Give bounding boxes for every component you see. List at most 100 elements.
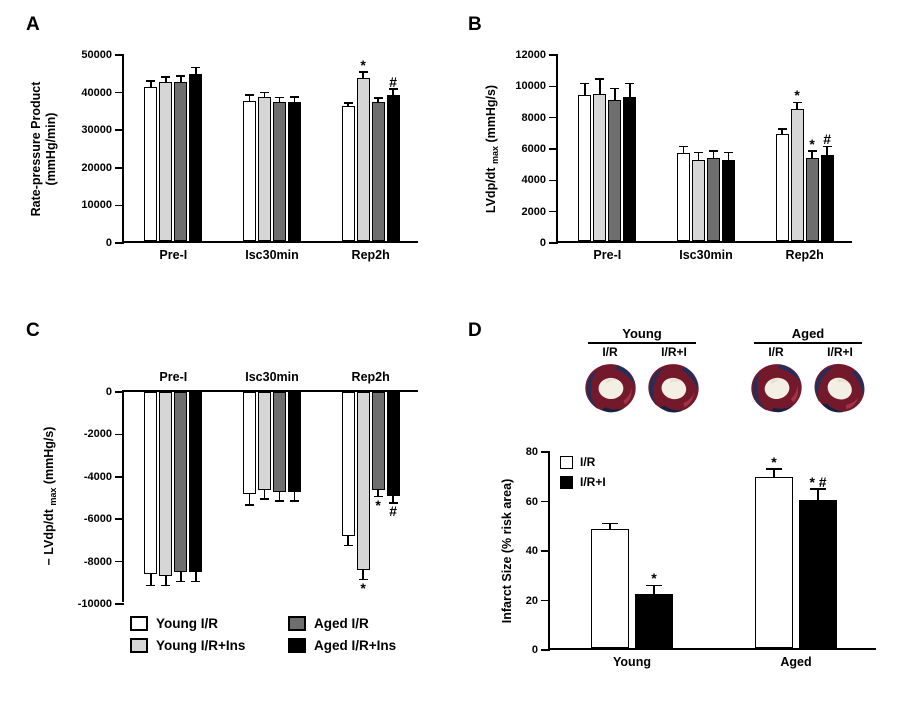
bar-aged-i-r bbox=[608, 100, 622, 241]
error-bar-cap bbox=[343, 544, 353, 547]
error-bar-line bbox=[584, 84, 586, 96]
y-tick-label: 10000 bbox=[515, 80, 546, 93]
x-category-label: Young bbox=[613, 655, 651, 669]
error-bar-cap bbox=[343, 102, 353, 104]
error-bar-line bbox=[180, 76, 182, 82]
bar-young-i-r-ins bbox=[593, 93, 607, 241]
error-bar-line bbox=[195, 572, 197, 581]
ylabel-subscript: max bbox=[48, 487, 58, 506]
y-tick bbox=[115, 391, 124, 393]
error-bar-line bbox=[293, 491, 296, 501]
y-tick bbox=[115, 603, 124, 605]
error-bar-line bbox=[195, 68, 197, 75]
y-tick bbox=[115, 518, 124, 520]
heart-cross-section-image bbox=[812, 362, 867, 414]
error-bar-cap bbox=[694, 151, 703, 154]
panel-a-letter: A bbox=[26, 14, 40, 35]
ylabel-text: (mmHg/s) bbox=[42, 426, 56, 488]
bar-young-i-r-ins bbox=[790, 109, 804, 241]
error-bar-line bbox=[278, 98, 281, 103]
y-tick-label: -6000 bbox=[83, 513, 112, 526]
panel-c-y-axis-label: − LVdp/dt max (mmHg/s) bbox=[42, 396, 58, 596]
error-bar-cap bbox=[245, 94, 254, 96]
y-tick-label: 80 bbox=[525, 446, 538, 458]
legend-swatch-ir-i bbox=[560, 475, 573, 489]
error-bar-cap bbox=[602, 522, 618, 525]
y-tick-label: -10000 bbox=[77, 598, 112, 610]
chart-negative-lvdp-dt-max: 0 -2000 -4000 -6000 -8000 -10000 Pre-I Isc30min… bbox=[78, 370, 418, 610]
legend-swatch-aged-ir-ins bbox=[288, 638, 306, 653]
error-bar-cap bbox=[679, 145, 688, 147]
bar-young-i-r bbox=[243, 392, 256, 494]
legend-item-young-ir-ins: Young I/R+Ins bbox=[130, 638, 288, 653]
x-category-label: Rep2h bbox=[351, 370, 390, 384]
bar-young-i-r bbox=[677, 153, 690, 241]
x-category-label: Rep2h bbox=[785, 248, 824, 262]
y-tick-label: 8000 bbox=[521, 111, 546, 124]
error-bar-cap bbox=[176, 75, 186, 77]
y-tick-label: 6000 bbox=[521, 143, 546, 155]
error-bar-cap bbox=[161, 584, 171, 587]
error-bar-line bbox=[796, 103, 798, 110]
y-tick bbox=[549, 148, 558, 150]
bar-i-r-i bbox=[635, 593, 673, 648]
chart-lvdp-dt-max: 0 2000 4000 6000 8000 10000 12000 Pre-I Isc30min… bbox=[515, 49, 852, 262]
y-tick-label: -2000 bbox=[83, 428, 112, 441]
error-bar-cap bbox=[766, 468, 782, 470]
heart-condition-label: I/R+I bbox=[661, 345, 687, 359]
y-tick bbox=[549, 116, 558, 119]
ylabel-line: Rate-pressure Product bbox=[29, 81, 43, 217]
panel-c-letter: C bbox=[26, 320, 40, 341]
y-tick bbox=[115, 167, 124, 169]
x-category-label: Aged bbox=[780, 655, 812, 669]
heart-cross-section-image bbox=[749, 362, 804, 414]
error-bar-line bbox=[697, 153, 700, 160]
significance-label: * bbox=[375, 496, 381, 513]
y-tick bbox=[549, 85, 558, 88]
bar-young-i-r-ins bbox=[159, 81, 173, 241]
error-bar-line bbox=[609, 524, 611, 530]
error-bar-cap bbox=[191, 580, 201, 583]
error-bar-line bbox=[263, 93, 266, 97]
y-tick bbox=[115, 433, 124, 436]
significance-label: * bbox=[360, 579, 366, 596]
heart-group-title: Young bbox=[622, 326, 662, 341]
error-bar-cap bbox=[358, 71, 368, 73]
error-bar-line bbox=[150, 81, 152, 87]
error-bar-line bbox=[293, 97, 296, 102]
error-bar-line bbox=[263, 489, 266, 498]
bar-young-i-r-ins bbox=[159, 392, 173, 577]
error-bar-cap bbox=[595, 78, 605, 80]
error-bar-line bbox=[653, 586, 655, 594]
bar-aged-i-r-ins bbox=[288, 101, 301, 241]
error-bar-cap bbox=[275, 500, 284, 502]
error-bar-line bbox=[727, 153, 730, 160]
bar-aged-i-r-ins bbox=[189, 74, 203, 241]
error-bar-cap bbox=[792, 101, 802, 104]
y-tick bbox=[541, 599, 550, 602]
ylabel-line: (mmHg/min) bbox=[44, 112, 58, 186]
panel-d-letter: D bbox=[468, 320, 482, 341]
legend-item-aged-ir: Aged I/R bbox=[288, 616, 396, 631]
error-bar-cap bbox=[810, 488, 826, 490]
bar-aged-i-r-ins bbox=[722, 159, 735, 241]
y-tick-label: -4000 bbox=[83, 470, 112, 483]
bar-i-r-i bbox=[799, 499, 837, 648]
x-category-label: Pre-I bbox=[593, 248, 622, 262]
error-bar-line bbox=[362, 570, 364, 579]
y-tick-label: -8000 bbox=[83, 555, 112, 568]
significance-label: * bbox=[809, 135, 815, 152]
error-bar-cap bbox=[388, 88, 398, 90]
error-bar-line bbox=[712, 151, 715, 158]
error-bar-cap bbox=[176, 580, 186, 583]
bar-young-i-r bbox=[341, 106, 355, 241]
error-bar-line bbox=[773, 469, 775, 478]
y-tick-label: 50000 bbox=[81, 49, 112, 61]
error-bar-line bbox=[377, 98, 379, 102]
error-bar-cap bbox=[161, 76, 171, 78]
legend-item-ir: I/R bbox=[560, 455, 606, 469]
y-tick bbox=[115, 476, 124, 478]
error-bar-line bbox=[377, 489, 379, 496]
x-category-label: Pre-I bbox=[159, 370, 188, 384]
error-bar-cap bbox=[146, 80, 156, 82]
